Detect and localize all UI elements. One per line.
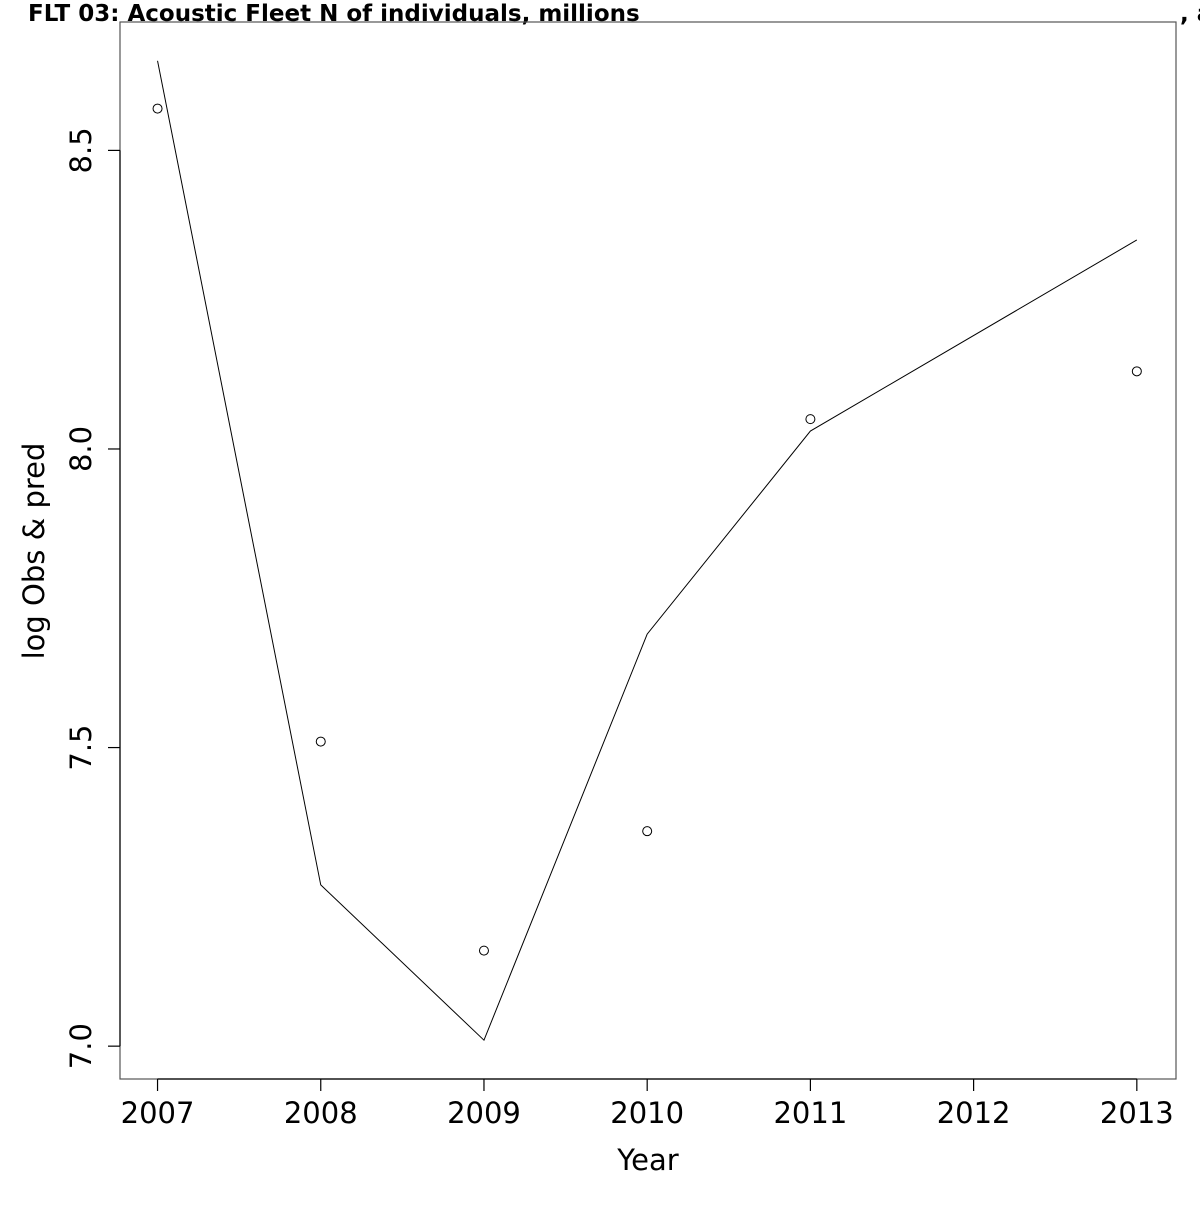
observed-point [1131,366,1142,377]
chart-title-suffix: , a [1180,1,1200,27]
observed-point [152,103,163,114]
x-tick-label: 2009 [447,1096,521,1130]
observed-point [478,945,489,956]
observed-point [642,826,653,837]
y-tick-label: 8.5 [64,127,98,173]
series-layer [152,60,1142,1042]
x-tick-label: 2012 [937,1096,1011,1130]
chart-title: FLT 03: Acoustic Fleet N of individuals,… [28,1,640,27]
y-tick-label: 8.0 [64,426,98,472]
plot-frame [119,21,1177,1080]
y-tick-label: 7.5 [64,725,98,771]
x-axis: 2007 2008 2009 2010 2011 2012 2013 [121,1078,1174,1130]
x-tick-label: 2011 [773,1096,847,1130]
y-tick-label: 7.0 [64,1023,98,1069]
x-tick-label: 2010 [610,1096,684,1130]
x-axis-label: Year [616,1143,678,1177]
x-tick-label: 2007 [121,1096,195,1130]
x-tick-label: 2008 [284,1096,358,1130]
x-tick-label: 2013 [1100,1096,1174,1130]
observed-point [805,414,816,425]
predicted-line [157,60,1138,1042]
y-axis: 7.0 7.5 8.0 8.5 [64,127,121,1069]
y-axis-label: log Obs & pred [17,443,51,660]
observed-point [315,736,326,747]
